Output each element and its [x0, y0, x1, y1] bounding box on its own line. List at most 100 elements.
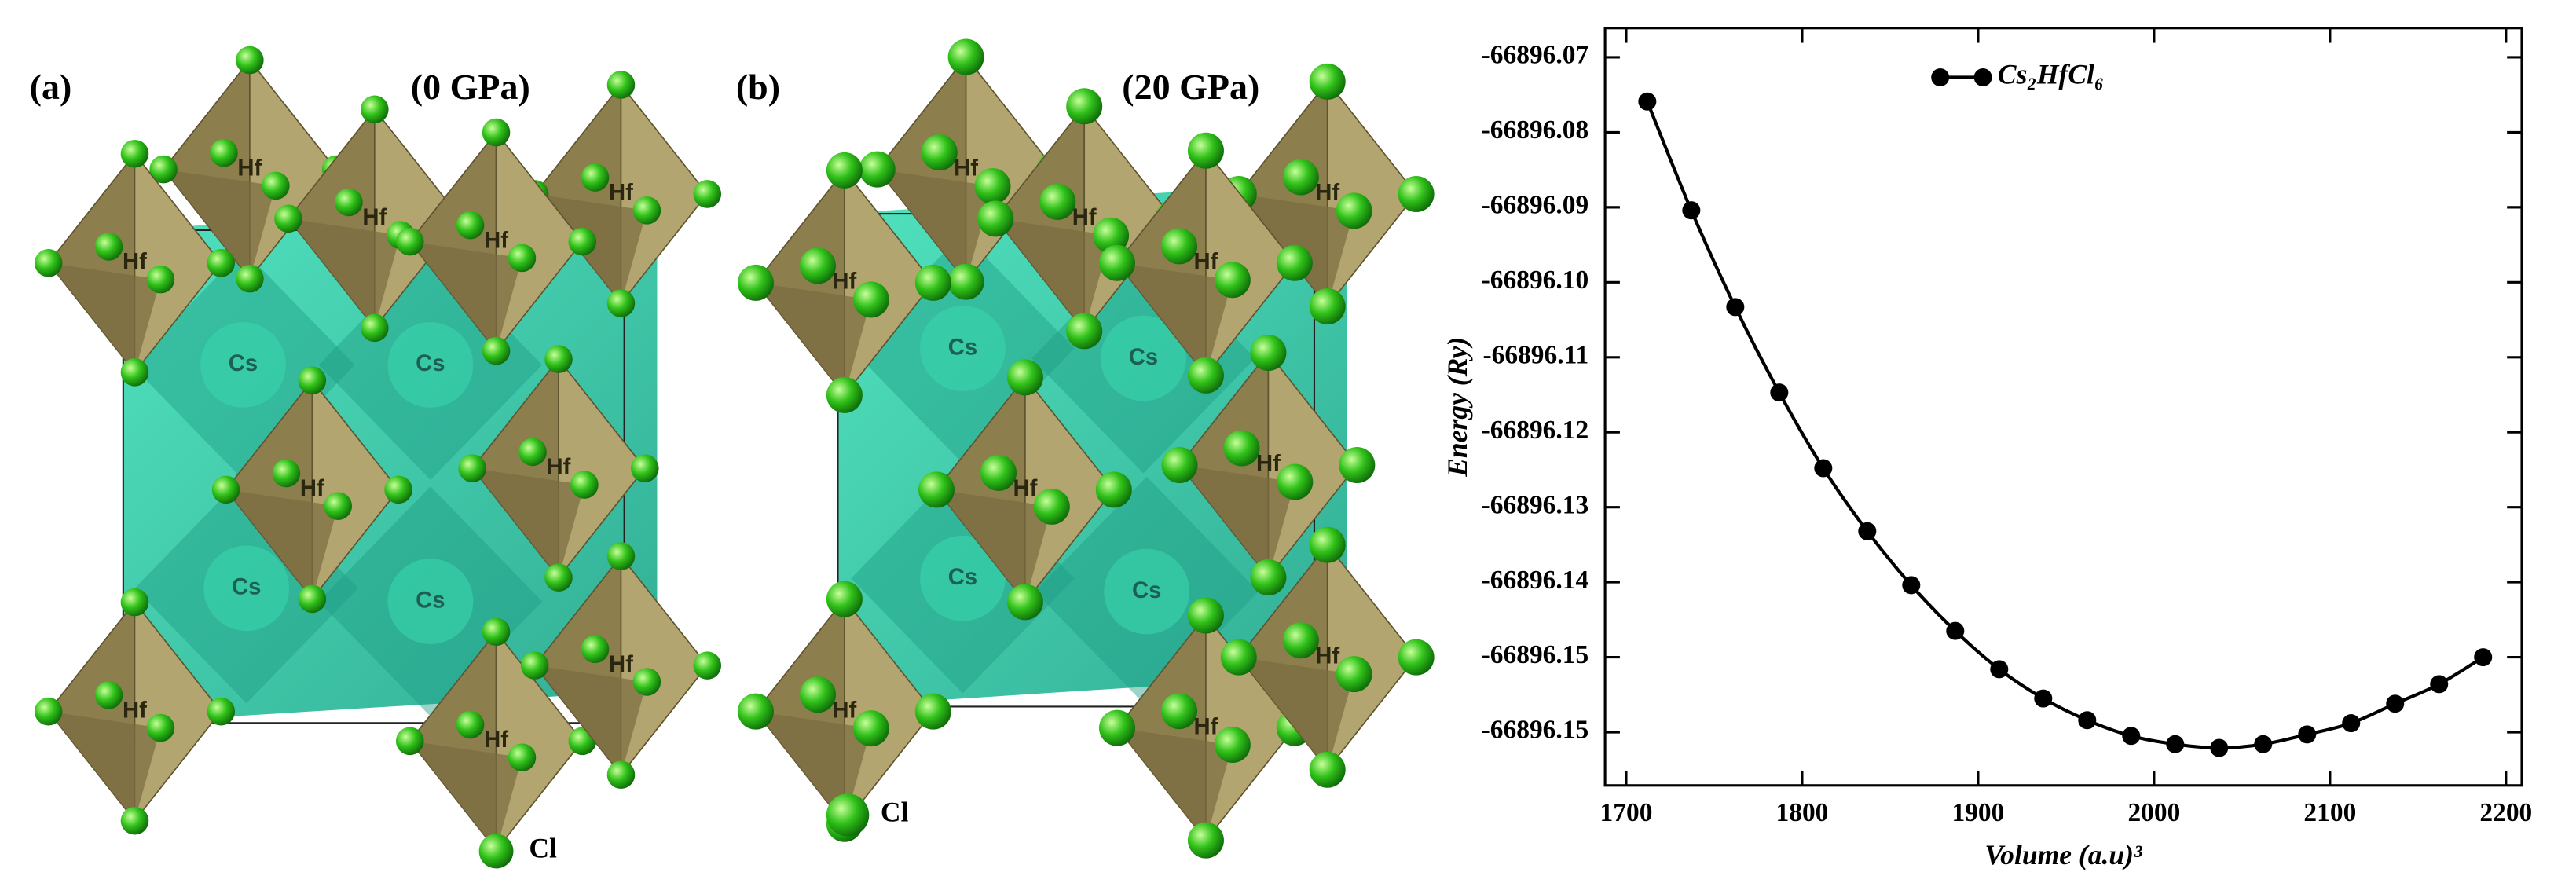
cl-atom	[799, 676, 837, 713]
octahedron-face	[409, 741, 522, 851]
cl-atom	[1066, 313, 1103, 350]
octahedron-face	[1326, 79, 1417, 309]
octahedron-face	[844, 597, 934, 826]
atom-label: Hf	[609, 652, 633, 677]
y-tick-label: -66896.14	[1482, 566, 1589, 595]
cl-atom	[918, 471, 955, 508]
cl-atom	[737, 264, 774, 301]
cl-atom	[1276, 244, 1313, 281]
atom-label: Cs	[1132, 578, 1161, 603]
cl-atom	[335, 188, 363, 217]
cl-atom	[947, 38, 984, 75]
cl-atom	[1187, 597, 1224, 634]
data-point	[1814, 459, 1833, 478]
cl-atom	[737, 693, 774, 730]
data-point	[2034, 689, 2053, 708]
cl-atom	[977, 200, 1014, 237]
atom-label: Cl	[881, 797, 909, 828]
cs-atom	[1104, 548, 1190, 635]
octahedron-face	[1117, 727, 1233, 841]
cl-atom	[947, 263, 984, 300]
x-axis-title: Volume (a.u)³	[1984, 839, 2143, 870]
atom-label: Hf	[1072, 205, 1097, 230]
cl-atom	[1187, 822, 1224, 859]
data-point	[2298, 725, 2317, 744]
cl-atom	[914, 693, 951, 730]
octahedron-face	[1238, 657, 1354, 770]
cl-atom	[518, 438, 547, 467]
data-point	[2210, 738, 2229, 757]
cl-atom	[1161, 447, 1198, 484]
cl-atom	[570, 471, 599, 499]
cs-atom	[387, 559, 474, 644]
data-point	[1638, 92, 1657, 111]
octahedron-face	[288, 218, 401, 328]
octahedron-face	[373, 107, 462, 330]
cl-atom	[210, 138, 238, 167]
octahedron-face	[844, 168, 934, 398]
cl-atom	[921, 134, 958, 171]
cl-atom	[852, 710, 889, 747]
y-tick-label: -66896.12	[1482, 416, 1589, 445]
cs-atom	[387, 322, 474, 408]
atom-label: Hf	[123, 698, 147, 723]
cl-atom	[456, 710, 485, 739]
octahedron-face	[1179, 465, 1295, 578]
cl-atom	[520, 651, 549, 680]
cl-atom	[361, 95, 389, 124]
octahedron-face	[495, 629, 584, 852]
atom-label: Hf	[609, 181, 633, 206]
cl-atom	[693, 180, 722, 208]
cl-atom	[298, 584, 327, 614]
octahedron-face	[225, 489, 339, 599]
structure-panel: Hf Hf Hf Hf Hf Hf Hf Hf Hf Hf Cs Cs Cs Cs Cl (a) (0 GPa)	[30, 46, 722, 869]
atom-label: Cs	[416, 588, 445, 613]
octahedron-face	[877, 169, 993, 282]
octahedron-face	[472, 468, 584, 578]
y-tick-label: -66896.10	[1482, 266, 1589, 295]
cl-atom	[1223, 430, 1260, 467]
data-point	[2254, 735, 2273, 753]
cl-atom	[914, 264, 951, 301]
atom-label: Hf	[300, 476, 324, 501]
octahedron-face	[936, 489, 1052, 603]
cl-atom	[606, 71, 636, 99]
structure-panels: Hf Hf Hf Hf Hf Hf Hf Hf Hf Hf Cs Cs Cs Cs Cl (a) (0 GPa)…	[30, 38, 1435, 869]
y-tick-label: -66896.08	[1482, 115, 1589, 145]
cl-atom	[395, 727, 424, 756]
cl-atom	[606, 760, 636, 789]
atom-label: Hf	[484, 228, 508, 253]
cl-atom	[236, 264, 264, 293]
cl-atom	[458, 454, 486, 482]
cl-atom	[1214, 727, 1251, 764]
cl-atom	[581, 163, 610, 192]
y-axis-title: Energy (Ry)	[1442, 337, 1473, 478]
data-point	[2474, 648, 2493, 667]
cs-atom	[1101, 315, 1186, 401]
atom-label: Cs	[948, 565, 977, 590]
octahedron-face	[134, 600, 222, 823]
cl-atom	[211, 475, 240, 504]
panel-pressure: (20 GPa)	[1122, 67, 1259, 107]
atom-label: Cs	[416, 351, 445, 376]
y-tick-label: -66896.09	[1482, 191, 1589, 220]
legend-label: Cs₂HfCl₆	[1998, 59, 2104, 90]
cl-atom	[631, 454, 659, 482]
cl-atom	[826, 581, 863, 617]
cl-atom	[298, 366, 327, 395]
cl-atom	[1187, 132, 1224, 169]
atom-label: Hf	[484, 727, 508, 753]
legend-marker	[1973, 68, 1992, 86]
data-point	[2342, 714, 2361, 733]
data-point	[2122, 727, 2141, 746]
octahedron-face	[163, 169, 276, 279]
cl-atom	[1220, 639, 1257, 676]
cl-atom	[146, 713, 175, 742]
cl-atom	[1161, 228, 1198, 265]
atom-label: Cs	[1129, 345, 1158, 370]
cl-atom	[1250, 559, 1287, 596]
data-point	[2078, 711, 2097, 730]
octahedron-face	[134, 152, 222, 375]
cl-atom	[1398, 175, 1435, 212]
